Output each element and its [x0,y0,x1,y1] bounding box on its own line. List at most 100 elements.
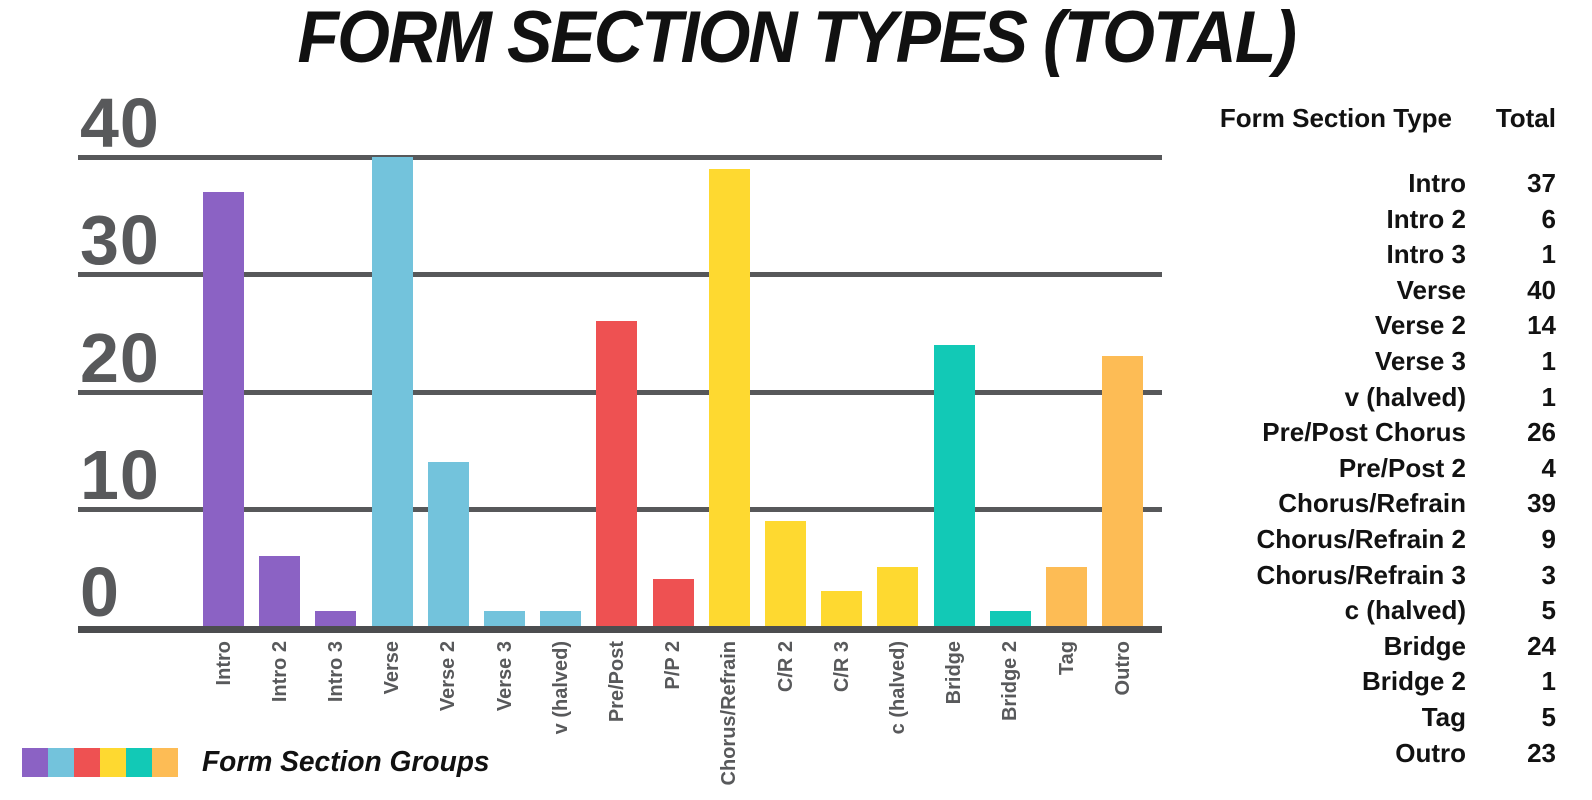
table-cell-total: 5 [1541,595,1556,626]
table-row-intro-2: Intro 2 6 [1150,202,1560,238]
table-cell-total: 4 [1541,452,1556,483]
x-tick-c-r-3: C/R 3 [830,641,853,693]
gridline-30 [78,272,1162,278]
x-tick-c-r-2: C/R 2 [774,641,797,693]
x-tick-intro: Intro [212,641,235,686]
table-row-bridge: Bridge 24 [1150,629,1560,665]
table-row-c-halved: c (halved) 5 [1150,593,1560,629]
x-tick-verse: Verse [381,641,404,695]
x-tick-bridge-2: Bridge 2 [999,641,1022,722]
table-cell-label: Bridge [1383,630,1466,661]
table-row-verse-3: Verse 3 1 [1150,344,1560,380]
x-tick-bridge: Bridge [943,641,966,705]
bar-tag [1046,567,1087,626]
x-tick-verse-2: Verse 2 [437,641,460,712]
table-cell-label: Verse [1396,274,1466,305]
x-tick-intro-2: Intro 2 [268,641,291,703]
legend-swatch-6 [152,748,178,777]
legend-swatch-2 [48,748,74,777]
table-cell-total: 23 [1527,737,1556,768]
legend-swatch-4 [100,748,126,777]
table-row-pre-post-2: Pre/Post 2 4 [1150,451,1560,487]
table-row-outro: Outro 23 [1150,736,1560,772]
table-row-chorus-refrain-3: Chorus/Refrain 3 3 [1150,558,1560,594]
table-row-pre-post-chorus: Pre/Post Chorus 26 [1150,415,1560,451]
table-body: Intro 37 Intro 2 6 Intro 3 1 Verse 40 Verse 2 14 V… [1150,166,1560,771]
table-cell-total: 3 [1541,559,1556,590]
legend-swatches [22,748,178,777]
bar-v-halved [540,611,582,626]
table-header-spacer [1150,136,1560,166]
table-cell-label: Verse 3 [1374,345,1466,376]
y-axis-label-40: 40 [80,84,160,163]
table-row-v-halved: v (halved) 1 [1150,380,1560,416]
y-axis-label-20: 20 [80,318,160,397]
table-row-chorus-refrain-2: Chorus/Refrain 2 9 [1150,522,1560,558]
y-axis-label-30: 30 [80,201,160,280]
table-cell-label: Intro 2 [1386,203,1466,234]
table-cell-total: 14 [1527,310,1556,341]
table-cell-total: 1 [1541,345,1556,376]
table-cell-label: Intro [1408,168,1466,198]
bar-intro-3 [315,611,357,626]
legend: Form Section Groups [22,746,498,778]
table-cell-label: v (halved) [1344,381,1466,412]
table-cell-label: Tag [1421,701,1466,732]
bar-intro [203,192,244,626]
table-row-bridge-2: Bridge 2 1 [1150,664,1560,700]
table-cell-total: 26 [1527,417,1556,448]
chart-title-wrap: FORM SECTION TYPES (TOTAL) [0,0,1592,76]
table-cell-total: 5 [1541,701,1556,732]
table-cell-label: Pre/Post Chorus [1262,417,1466,448]
x-tick-tag: Tag [1055,641,1078,676]
bar-chorus-refrain [708,168,750,626]
x-tick-intro-3: Intro 3 [324,641,347,703]
table-cell-label: Pre/Post 2 [1338,452,1466,483]
bar-verse [371,157,413,626]
table-cell-label: c (halved) [1344,595,1466,626]
table-cell-total: 40 [1527,274,1556,305]
table-row-intro-3: Intro 3 1 [1150,237,1560,273]
table-row-tag: Tag 5 [1150,700,1560,736]
bar-outro [1102,356,1144,626]
table-header-total: Total [1495,103,1556,133]
bar-bridge [933,344,975,626]
table-cell-label: Chorus/Refrain 2 [1256,523,1467,554]
bar-p-p-2 [652,579,694,626]
x-tick-outro: Outro [1111,641,1134,696]
table-cell-total: 1 [1541,381,1556,412]
table-cell-total: 39 [1527,488,1556,519]
table-cell-label: Verse 2 [1374,310,1466,341]
bar-c-halved [877,567,919,626]
legend-swatch-5 [126,748,152,777]
legend-label: Form Section Groups [202,746,490,778]
bar-verse-2 [427,461,469,626]
table-row-intro: Intro 37 [1150,166,1560,202]
x-tick-c-halved: c (halved) [886,641,909,735]
table-cell-label: Outro [1395,737,1466,768]
x-tick-pre-post: Pre/Post [605,641,628,723]
table-cell-total: 9 [1541,523,1556,554]
bar-bridge-2 [989,611,1031,626]
x-axis-line [78,626,1162,633]
legend-swatch-1 [22,748,48,777]
chart-title: FORM SECTION TYPES (TOTAL) [297,0,1297,78]
x-tick-v-halved: v (halved) [549,641,572,735]
table-row-verse: Verse 40 [1150,273,1560,309]
x-tick-chorus-refrain: Chorus/Refrain [718,641,741,786]
bar-verse-3 [484,611,525,626]
table-cell-total: 24 [1527,630,1556,661]
table-row-verse-2: Verse 2 14 [1150,308,1560,344]
x-tick-verse-3: Verse 3 [493,641,516,712]
bar-intro-2 [259,555,301,626]
table-cell-total: 6 [1541,203,1556,234]
y-axis-label-10: 10 [80,435,160,514]
table-cell-total: 1 [1541,666,1556,697]
table-cell-label: Chorus/Refrain 3 [1256,559,1467,590]
bar-pre-post [596,321,638,626]
table-cell-label: Intro 3 [1386,239,1466,270]
table-cell-label: Chorus/Refrain [1278,488,1466,519]
